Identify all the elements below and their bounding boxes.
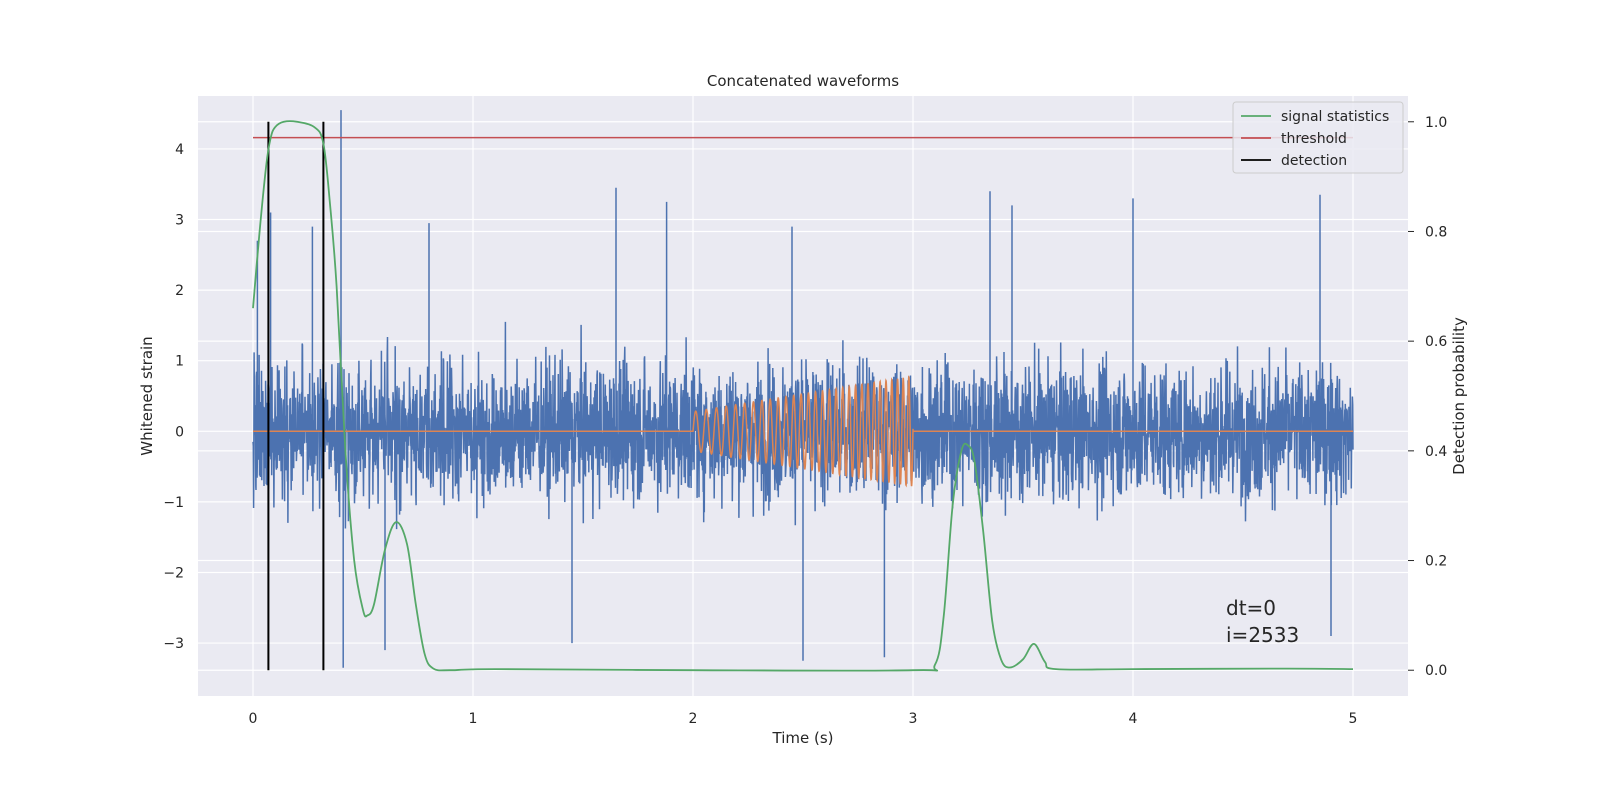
x-tick-label: 0 (249, 711, 258, 727)
legend-label: detection (1281, 153, 1347, 169)
y2-tick-label: 0.2 (1425, 554, 1447, 570)
x-tick-label: 1 (469, 711, 478, 727)
legend-frame (1232, 101, 1404, 174)
y-tick-label: 4 (175, 142, 184, 158)
y2-tick-label: 0.0 (1425, 663, 1447, 679)
y-tick-label: 3 (175, 213, 184, 229)
x-axis-label: Time (s) (772, 729, 834, 747)
legend-label: signal statistics (1281, 109, 1389, 125)
legend: signal statistics threshold detection (1232, 101, 1404, 174)
annotation-dt: dt=0 (1226, 596, 1276, 620)
y-axis-label: Whitened strain (138, 336, 156, 455)
x-tick-label: 3 (909, 711, 918, 727)
tick-layer: 0 1 2 3 4 5 4 3 2 1 0 −1 −2 −3 1.0 0.8 0.6 0.4 0.2 0.0 (163, 115, 1447, 727)
y-tick-label: −2 (163, 565, 184, 581)
y-tick-label: 0 (175, 424, 184, 440)
x-tick-label: 5 (1349, 711, 1358, 727)
y-tick-label: 2 (175, 283, 184, 299)
data-layer (252, 110, 1354, 672)
y-tick-label: −1 (163, 495, 184, 511)
annotation: dt=0 i=2533 (1226, 596, 1299, 647)
y2-tick-label: 0.6 (1425, 334, 1447, 350)
y2-tick-label: 1.0 (1425, 115, 1447, 131)
chart-title: Concatenated waveforms (707, 72, 899, 90)
x-tick-label: 2 (689, 711, 698, 727)
y-tick-label: 1 (175, 354, 184, 370)
annotation-index: i=2533 (1226, 623, 1299, 647)
y2-axis-label: Detection probability (1450, 317, 1468, 475)
legend-label: threshold (1281, 131, 1347, 147)
x-tick-label: 4 (1129, 711, 1138, 727)
y-tick-label: −3 (163, 636, 184, 652)
signal-statistics-line (252, 120, 1354, 672)
injection-line (253, 375, 1353, 488)
y2-tick-label: 0.4 (1425, 444, 1447, 460)
y2-tick-label: 0.8 (1425, 224, 1447, 240)
